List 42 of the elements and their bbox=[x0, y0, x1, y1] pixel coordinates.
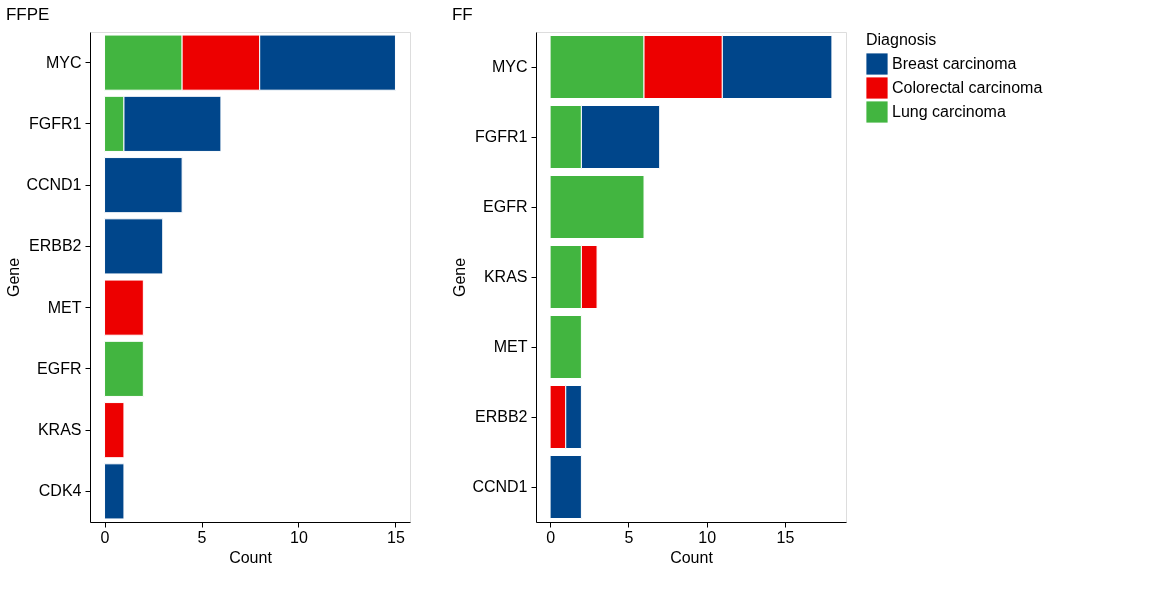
legend-label: Breast carcinoma bbox=[892, 55, 1017, 72]
bar bbox=[549, 315, 582, 379]
y-tick-label: MYC bbox=[45, 53, 82, 71]
y-axis-title: Gene bbox=[5, 257, 23, 298]
bar bbox=[104, 340, 144, 397]
bar bbox=[104, 463, 125, 520]
legend-title: Diagnosis bbox=[866, 31, 937, 48]
bar bbox=[104, 279, 144, 336]
x-axis-title: Count bbox=[670, 548, 714, 566]
y-tick-label: ERBB2 bbox=[29, 237, 82, 255]
x-axis-title: Count bbox=[229, 548, 273, 566]
y-tick-label: EGFR bbox=[37, 359, 82, 377]
x-tick-label: 15 bbox=[387, 528, 405, 546]
y-tick-label: MYC bbox=[491, 58, 528, 75]
y-tick-label: KRAS bbox=[37, 421, 82, 439]
y-tick-label: CDK4 bbox=[38, 482, 82, 500]
x-tick-label: 5 bbox=[624, 528, 634, 546]
y-tick-label: MET bbox=[493, 338, 528, 355]
x-tick-label: 10 bbox=[290, 528, 308, 546]
x-tick-label: 0 bbox=[100, 528, 110, 546]
y-tick-label: FGFR1 bbox=[29, 114, 82, 132]
x-tick-label: 15 bbox=[776, 528, 795, 546]
bar bbox=[549, 455, 582, 519]
x-tick-label: 5 bbox=[197, 528, 207, 546]
y-tick-label: FGFR1 bbox=[475, 128, 528, 145]
bar bbox=[104, 218, 164, 275]
chart-title: FFPE bbox=[5, 5, 50, 24]
bar bbox=[104, 402, 125, 459]
x-tick-label: 0 bbox=[546, 528, 556, 546]
y-tick-label: EGFR bbox=[483, 198, 528, 215]
legend-label: Lung carcinoma bbox=[892, 103, 1006, 120]
y-axis-title: Gene bbox=[451, 257, 469, 298]
y-tick-label: CCND1 bbox=[26, 176, 82, 194]
chart-title: FF bbox=[451, 5, 473, 24]
x-tick-label: 10 bbox=[698, 528, 717, 546]
legend-label: Colorectal carcinoma bbox=[892, 79, 1043, 96]
y-tick-label: CCND1 bbox=[472, 478, 528, 495]
bar bbox=[549, 175, 645, 239]
y-tick-label: MET bbox=[47, 298, 82, 316]
bar bbox=[104, 157, 183, 214]
y-tick-label: ERBB2 bbox=[475, 408, 528, 425]
y-tick-label: KRAS bbox=[483, 268, 528, 285]
